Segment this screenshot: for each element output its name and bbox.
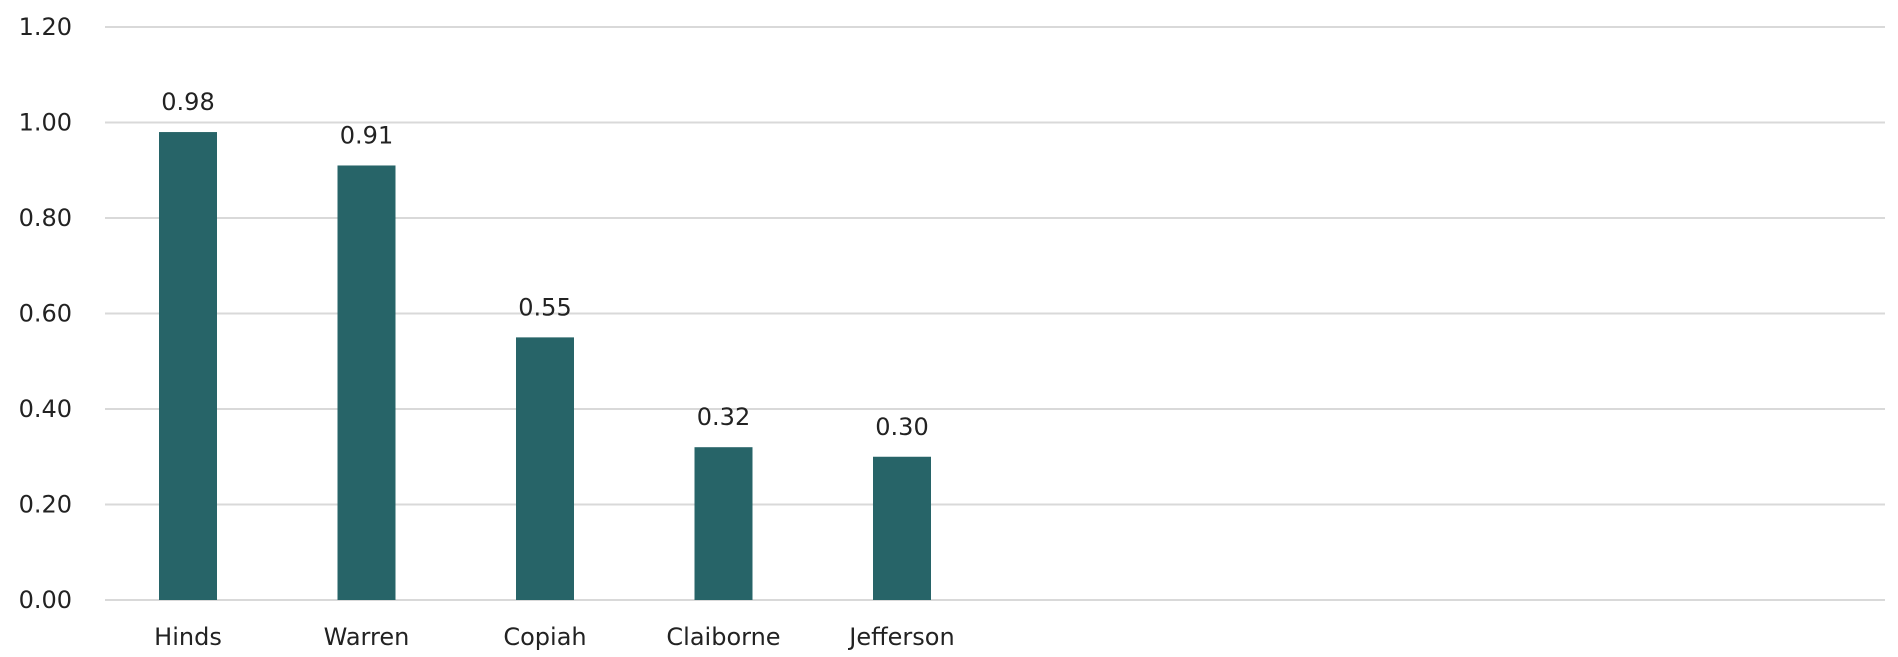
x-axis-category-labels: Hinds Warren Copiah Claiborne Jefferson — [154, 623, 955, 651]
bar — [516, 337, 574, 600]
data-label: 0.32 — [697, 403, 750, 431]
y-tick-label: 1.00 — [19, 109, 72, 137]
category-label: Copiah — [503, 623, 586, 651]
y-tick-label: 0.20 — [19, 491, 72, 519]
y-tick-label: 0.60 — [19, 300, 72, 328]
category-label: Jefferson — [847, 623, 954, 651]
bar — [337, 165, 396, 600]
bars — [159, 132, 931, 601]
category-label: Warren — [324, 623, 410, 651]
y-tick-label: 1.20 — [19, 13, 72, 41]
bar — [159, 132, 217, 601]
bar — [873, 456, 931, 600]
category-label: Hinds — [154, 623, 222, 651]
y-tick-label: 0.00 — [19, 586, 72, 614]
y-tick-label: 0.40 — [19, 395, 72, 423]
bar — [694, 447, 753, 600]
data-label: 0.55 — [518, 293, 571, 321]
category-label: Claiborne — [666, 623, 780, 651]
data-label: 0.98 — [161, 88, 214, 116]
y-axis-tick-labels: 0.00 0.20 0.40 0.60 0.80 1.00 1.20 — [19, 13, 72, 614]
gridlines — [105, 26, 1885, 601]
y-tick-label: 0.80 — [19, 204, 72, 232]
data-label: 0.91 — [340, 121, 393, 149]
data-labels: 0.98 0.91 0.55 0.32 0.30 — [161, 88, 928, 441]
data-label: 0.30 — [875, 413, 928, 441]
